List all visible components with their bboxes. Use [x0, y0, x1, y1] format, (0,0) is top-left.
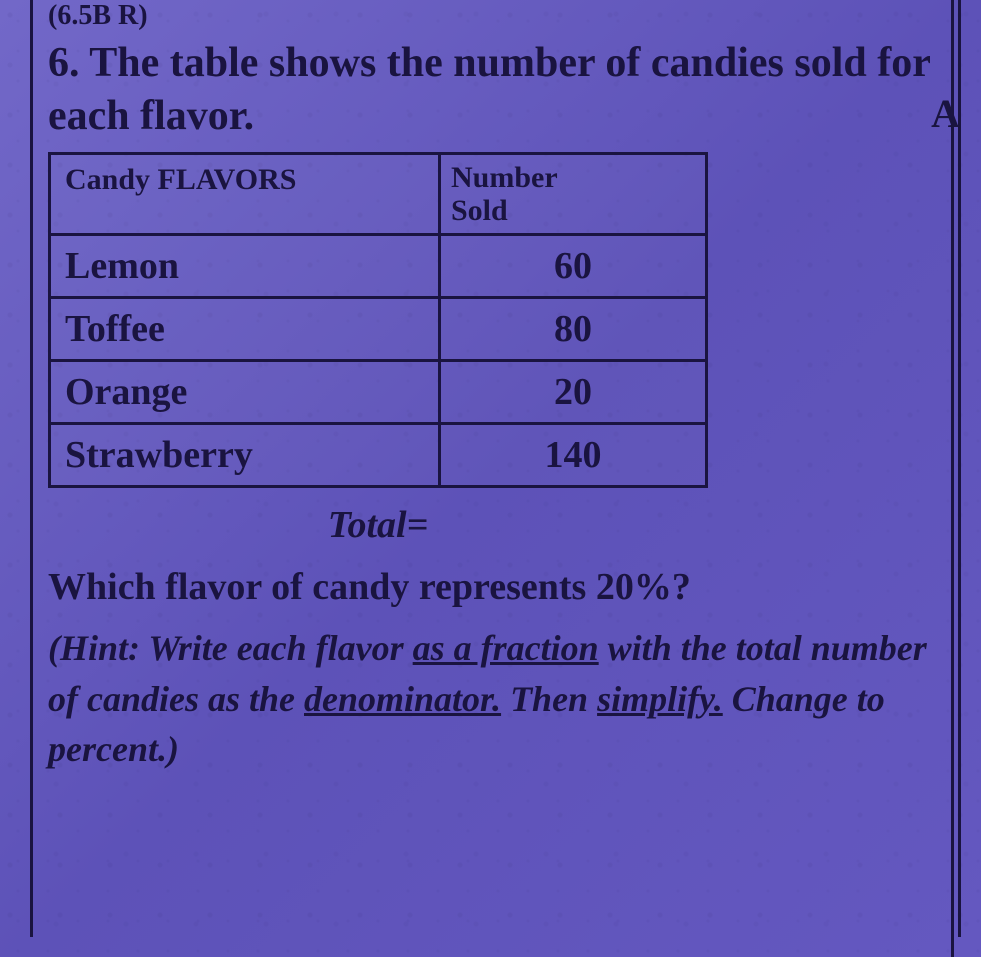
header-flavors: Candy FLAVORS — [51, 155, 441, 233]
hint-part: Then — [501, 679, 597, 719]
table-row: Lemon 60 — [51, 236, 705, 299]
sold-cell: 60 — [441, 236, 705, 296]
header-number-sold: Number Sold — [441, 155, 705, 233]
hint-prefix: (Hint: — [48, 628, 140, 668]
standard-reference: (6.5B R) — [48, 0, 943, 32]
table-row: Strawberry 140 — [51, 425, 705, 485]
flavor-cell: Toffee — [51, 299, 441, 359]
question-line-1: The table shows the number of — [89, 40, 640, 86]
flavor-cell: Lemon — [51, 236, 441, 296]
followup-question: Which flavor of candy represents 20%? — [48, 562, 943, 613]
table-header-row: Candy FLAVORS Number Sold — [51, 155, 705, 236]
right-border — [951, 0, 981, 957]
flavor-cell: Orange — [51, 362, 441, 422]
question-number: 6. — [48, 40, 80, 86]
hint-text: (Hint: Write each flavor as a fraction w… — [48, 623, 943, 774]
sold-cell: 140 — [441, 425, 705, 485]
hint-part: Write each flavor — [140, 628, 413, 668]
total-label: Total= — [48, 503, 708, 547]
candy-flavors-table: Candy FLAVORS Number Sold Lemon 60 Toffe… — [48, 152, 708, 488]
sold-cell: 20 — [441, 362, 705, 422]
flavor-cell: Strawberry — [51, 425, 441, 485]
table-row: Orange 20 — [51, 362, 705, 425]
hint-underlined: as a fraction — [413, 628, 599, 668]
hint-underlined: simplify. — [597, 679, 723, 719]
question-text: 6. The table shows the number of candies… — [48, 37, 943, 142]
table-row: Toffee 80 — [51, 299, 705, 362]
hint-underlined: denominator. — [304, 679, 501, 719]
sold-cell: 80 — [441, 299, 705, 359]
